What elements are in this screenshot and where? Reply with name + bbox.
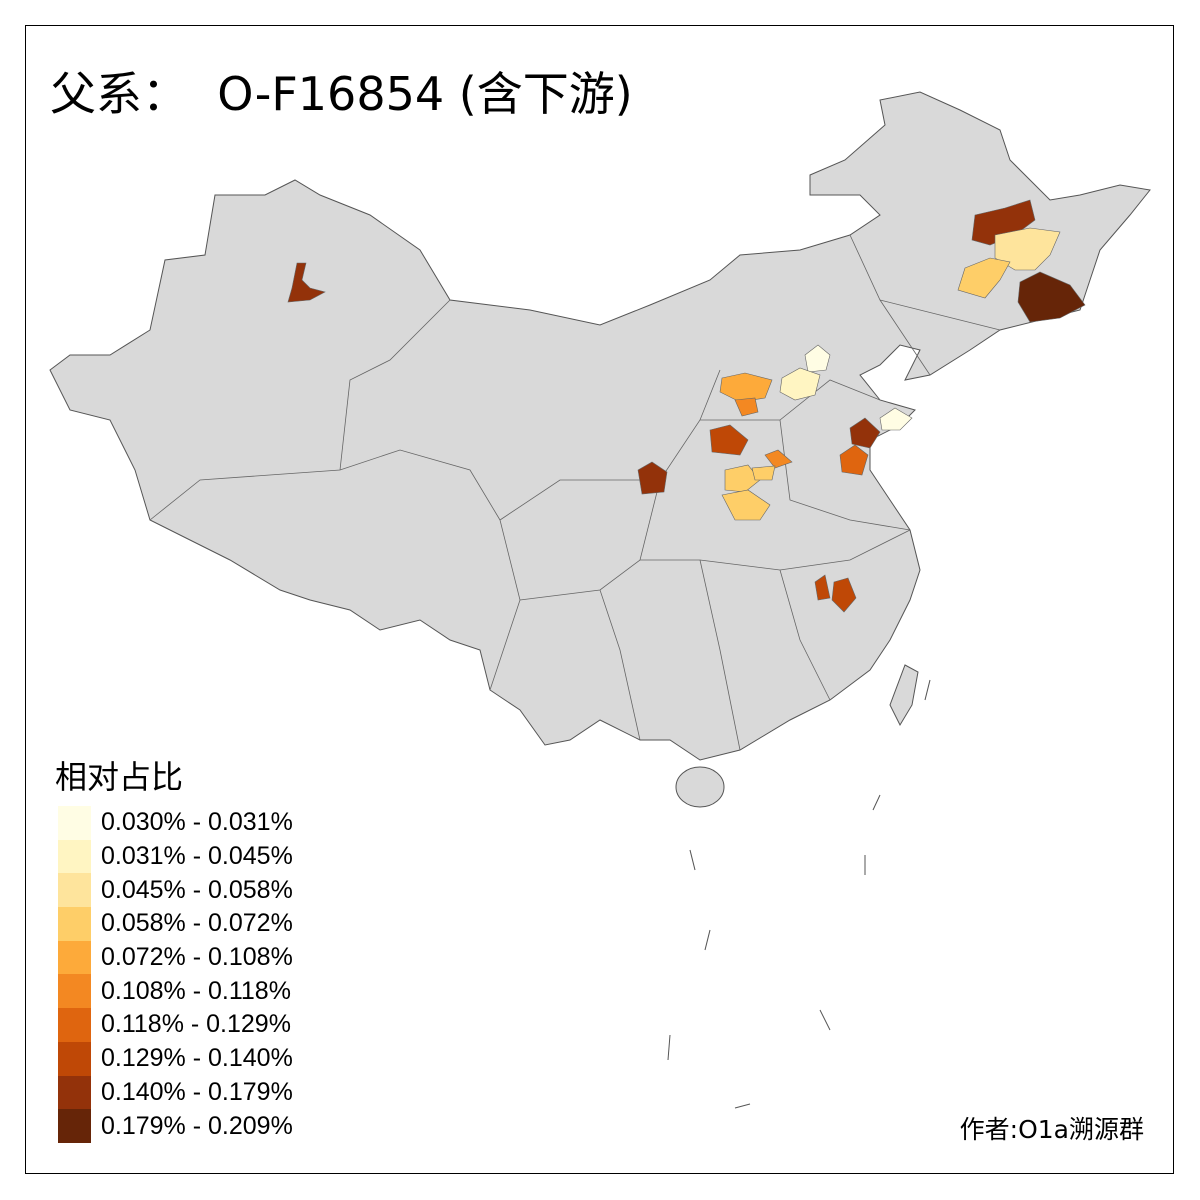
legend-swatch — [58, 1075, 91, 1110]
legend-label: 0.129% - 0.140% — [101, 1044, 293, 1073]
legend-label: 0.108% - 0.118% — [101, 976, 291, 1005]
region-jiangxi-west — [814, 574, 831, 601]
legend-label: 0.030% - 0.031% — [101, 808, 293, 837]
legend-item: 0.072% - 0.108% — [58, 940, 293, 975]
legend-item: 0.179% - 0.209% — [58, 1109, 293, 1143]
legend-label: 0.058% - 0.072% — [101, 909, 293, 938]
region-jiangxi-east — [831, 577, 857, 613]
legend-swatch — [58, 873, 91, 908]
legend: 0.030% - 0.031% 0.031% - 0.045% 0.045% -… — [58, 806, 293, 1143]
region-henan-south — [721, 489, 771, 521]
legend-item: 0.058% - 0.072% — [58, 907, 293, 941]
legend-item: 0.140% - 0.179% — [58, 1075, 293, 1110]
region-henan-mid — [751, 465, 776, 481]
author-credit: 作者:O1a溯源群 — [959, 1115, 1144, 1144]
hainan-island — [675, 766, 725, 808]
region-shanxi-north2 — [734, 397, 759, 417]
map-frame — [25, 25, 1174, 1174]
legend-item: 0.030% - 0.031% — [58, 806, 293, 840]
legend-swatch — [58, 839, 91, 874]
legend-label: 0.045% - 0.058% — [101, 875, 293, 904]
map-title: 父系： O-F16854 (含下游) — [50, 67, 633, 121]
legend-swatch — [58, 907, 91, 941]
legend-swatch — [58, 1008, 91, 1042]
south-sea-islands — [667, 679, 931, 1109]
legend-swatch — [58, 1041, 91, 1076]
colored-regions — [287, 199, 1086, 613]
legend-label: 0.031% - 0.045% — [101, 842, 293, 871]
region-heilongjiang-east — [1017, 271, 1086, 323]
region-hebei — [779, 367, 821, 401]
legend-item: 0.045% - 0.058% — [58, 873, 293, 908]
legend-swatch — [58, 806, 91, 840]
province-borders — [149, 234, 1001, 751]
legend-item: 0.118% - 0.129% — [58, 1008, 293, 1042]
legend-swatch — [58, 1109, 91, 1143]
china-outline — [49, 91, 1151, 761]
legend-item: 0.129% - 0.140% — [58, 1041, 293, 1076]
region-heilongjiang-north — [971, 199, 1036, 246]
legend-label: 0.118% - 0.129% — [101, 1010, 291, 1039]
region-heilongjiang-west — [957, 257, 1011, 299]
taiwan-island — [889, 664, 919, 727]
region-henan-north — [764, 449, 793, 469]
region-henan-west — [724, 464, 761, 493]
region-shandong-south — [839, 444, 869, 476]
region-xinjiang — [287, 262, 326, 303]
region-shanxi-north — [719, 372, 773, 403]
region-gansu — [637, 461, 668, 495]
legend-label: 0.179% - 0.209% — [101, 1111, 293, 1140]
legend-swatch — [58, 940, 91, 975]
region-beijing — [804, 344, 831, 373]
legend-swatch — [58, 974, 91, 1009]
region-shanxi-south — [709, 424, 749, 456]
region-shandong-west — [849, 417, 881, 449]
legend-item: 0.108% - 0.118% — [58, 974, 293, 1009]
legend-label: 0.072% - 0.108% — [101, 943, 293, 972]
region-shandong-east — [879, 407, 913, 431]
legend-label: 0.140% - 0.179% — [101, 1077, 293, 1106]
legend-title: 相对占比 — [55, 758, 184, 796]
legend-item: 0.031% - 0.045% — [58, 839, 293, 874]
